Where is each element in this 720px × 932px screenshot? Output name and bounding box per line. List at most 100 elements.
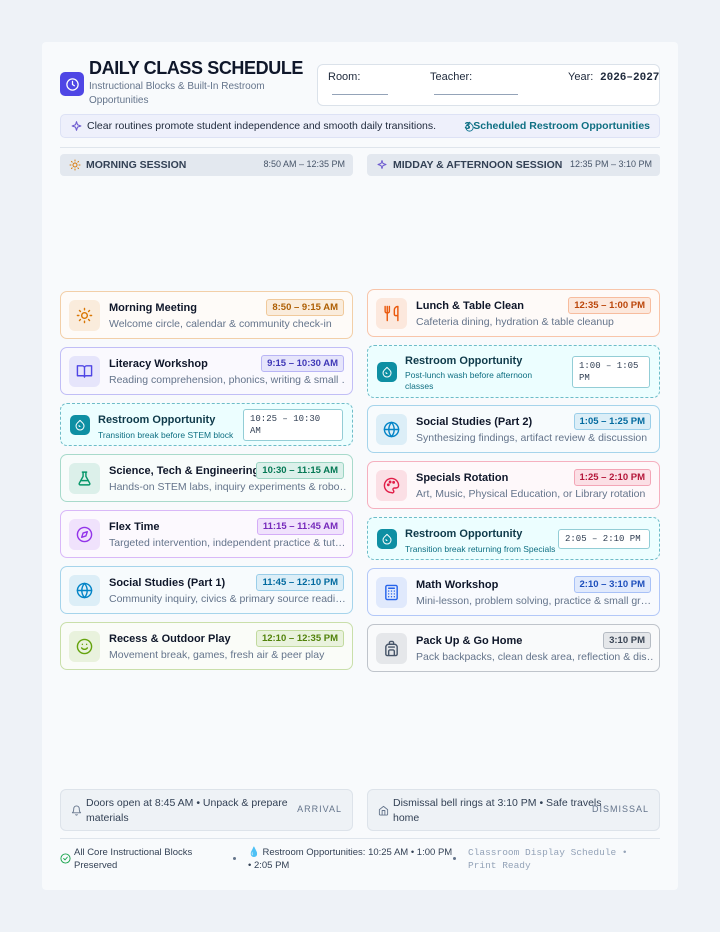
class-card: Specials Rotation 1:25 – 2:10 PM Art, Musi… (367, 461, 660, 509)
icon-shape (69, 159, 81, 171)
icon-shape (76, 365, 93, 378)
icon-shape (464, 121, 474, 131)
block-description: Community inquiry, civics & primary sour… (109, 593, 346, 605)
icon-shape (80, 643, 89, 651)
time-badge: 1:25 – 2:10 PM (573, 469, 651, 486)
block-description: Mini-lesson, problem solving, practice &… (416, 595, 652, 607)
icon-shape (382, 366, 392, 378)
icon (376, 577, 407, 608)
icon-shape (69, 159, 81, 171)
icon-shape (76, 582, 93, 599)
icon (376, 633, 407, 664)
icon (376, 298, 407, 329)
icon-shape (383, 477, 400, 494)
icon-shape (384, 305, 399, 322)
icon-shape (59, 852, 71, 864)
restroom-card: Restroom Opportunity Post-lunch wash befo… (367, 345, 660, 398)
class-card: Science, Tech & Engineering 10:30 – 11:15… (60, 454, 353, 502)
status-item: All Core Instructional Blocks Preserved (74, 847, 193, 871)
icon-shape (385, 640, 398, 657)
restroom-title: Restroom Opportunity (405, 355, 523, 367)
icon-shape (385, 640, 398, 657)
icon-shape (78, 471, 91, 486)
icon (69, 356, 100, 387)
icon (376, 470, 407, 501)
block-description: Targeted intervention, independent pract… (109, 537, 346, 549)
session-time: 12:35 PM – 3:10 PM (569, 159, 652, 169)
time-badge: 1:05 – 1:25 PM (573, 413, 651, 430)
restroom-card: Restroom Opportunity Transition break ret… (367, 517, 660, 560)
time-badge: 12:35 – 1:00 PM (568, 297, 651, 314)
block-title: Morning Meeting (109, 302, 197, 314)
icon-shape (75, 419, 85, 431)
icon-shape (382, 366, 392, 378)
footer-note: Dismissal bell rings at 3:10 PM • Safe t… (367, 789, 660, 831)
icon-shape (71, 120, 81, 131)
icon-shape (72, 162, 78, 168)
subtitle: Instructional Blocks & Built-In Restroom… (89, 81, 265, 106)
block-title: Social Studies (Part 1) (109, 577, 226, 589)
icon-shape (385, 584, 398, 601)
block-description: Reading comprehension, phonics, writing … (109, 374, 346, 386)
time-badge: 9:15 – 10:30 AM (261, 355, 344, 372)
separator-dot (453, 857, 456, 860)
icon-shape (467, 126, 470, 128)
class-card: Literacy Workshop 9:15 – 10:30 AM Reading … (60, 347, 353, 395)
icon (70, 804, 83, 817)
icon (69, 300, 100, 331)
icon-shape (80, 530, 89, 539)
class-card: Recess & Outdoor Play 12:10 – 12:35 PM Mov… (60, 622, 353, 670)
icon-shape (387, 587, 396, 598)
block-description: Hands-on STEM labs, inquiry experiments … (109, 481, 346, 493)
restroom-title: Restroom Opportunity (98, 414, 216, 426)
block-title: Literacy Workshop (109, 358, 208, 370)
icon-shape (78, 471, 91, 486)
icon (69, 575, 100, 606)
icon-shape (377, 160, 387, 169)
title: DAILY CLASS SCHEDULE (89, 58, 304, 78)
icon-shape (78, 424, 81, 427)
class-card: Social Studies (Part 2) 1:05 – 1:25 PM Syn… (367, 405, 660, 453)
session-name: MIDDAY & AFTERNOON SESSION (393, 159, 563, 171)
note-text: Doors open at 8:45 AM • Unpack & prepare… (86, 797, 288, 824)
field-label: Teacher: (430, 71, 473, 83)
time-badge: 11:45 – 12:10 PM (256, 574, 344, 591)
time-badge: 12:10 – 12:35 PM (255, 630, 344, 647)
icon-shape (80, 311, 89, 320)
icon (377, 804, 390, 817)
icon-shape (71, 120, 81, 131)
icon (377, 361, 397, 382)
block-title: Lunch & Table Clean (416, 300, 524, 312)
restroom-note: Transition break returning from Specials (405, 544, 556, 554)
field-value: 2026–2027 (600, 72, 660, 84)
icon-shape (383, 421, 400, 438)
restroom-time: 10:25 – 10:30 AM (243, 408, 343, 441)
block-title: Flex Time (109, 521, 160, 533)
divider (60, 147, 660, 148)
divider (60, 838, 660, 839)
icon-shape (386, 483, 390, 487)
restroom-note: Transition break before STEM block (98, 430, 234, 440)
icon (375, 158, 389, 172)
icon (377, 528, 397, 549)
field-label: Year: (568, 71, 594, 83)
icon-shape (382, 533, 392, 545)
note-text: Dismissal bell rings at 3:10 PM • Safe t… (393, 797, 602, 824)
class-card: Pack Up & Go Home 3:10 PM Pack backpacks, … (367, 624, 660, 672)
class-card: Flex Time 11:15 – 11:45 AM Targeted interv… (60, 510, 353, 558)
restroom-card: Restroom Opportunity Transition break bef… (60, 403, 353, 446)
icon-shape (392, 480, 396, 484)
icon-shape (76, 638, 93, 655)
block-title: Science, Tech & Engineering (109, 465, 260, 477)
icon (60, 72, 84, 96)
class-card: Math Workshop 2:10 – 3:10 PM Mini-lesson, … (367, 568, 660, 616)
icon-shape (388, 480, 392, 484)
icon-shape (65, 77, 79, 91)
icon-shape (76, 638, 93, 655)
restroom-summary: 3 Scheduled Restroom Opportunities (464, 120, 650, 132)
time-badge: 2:10 – 3:10 PM (573, 576, 651, 593)
icon-shape (71, 805, 82, 816)
footer-note: Doors open at 8:45 AM • Unpack & prepare… (60, 789, 353, 831)
block-title: Recess & Outdoor Play (109, 633, 231, 645)
